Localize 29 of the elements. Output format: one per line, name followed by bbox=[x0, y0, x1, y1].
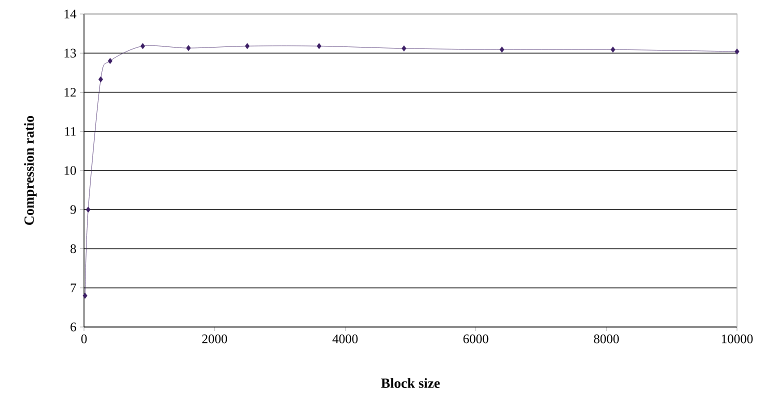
x-tick-label: 8000 bbox=[594, 334, 619, 344]
y-tick-label: 7 bbox=[70, 284, 76, 292]
y-tick-label: 10 bbox=[64, 166, 76, 175]
x-tick-label: 6000 bbox=[463, 334, 488, 344]
y-tick-label: 9 bbox=[70, 205, 76, 214]
y-tick-label: 6 bbox=[70, 322, 76, 332]
y-tick-label: 8 bbox=[70, 244, 76, 254]
point bbox=[108, 58, 112, 64]
point bbox=[98, 76, 104, 82]
point bbox=[82, 292, 88, 299]
point bbox=[402, 45, 406, 52]
point bbox=[86, 206, 90, 213]
point bbox=[186, 45, 191, 52]
point bbox=[244, 43, 250, 50]
point bbox=[734, 48, 740, 55]
point bbox=[610, 46, 616, 53]
point bbox=[140, 43, 146, 50]
x-tick-label: 0 bbox=[81, 334, 87, 344]
x-tick-label: 10000 bbox=[722, 334, 753, 344]
x-tick-label: 2000 bbox=[202, 334, 228, 344]
y-tick-label: 14 bbox=[64, 10, 76, 18]
y-tick-label: 12 bbox=[64, 88, 76, 97]
x-axis-title: Block size bbox=[381, 378, 440, 388]
x-tick-label: 4000 bbox=[332, 334, 358, 344]
point bbox=[316, 43, 322, 50]
point bbox=[500, 46, 504, 53]
y-tick-label: 11 bbox=[65, 127, 76, 136]
y-axis-title: Compression ratio bbox=[24, 116, 37, 225]
y-tick-label: 13 bbox=[64, 48, 76, 58]
